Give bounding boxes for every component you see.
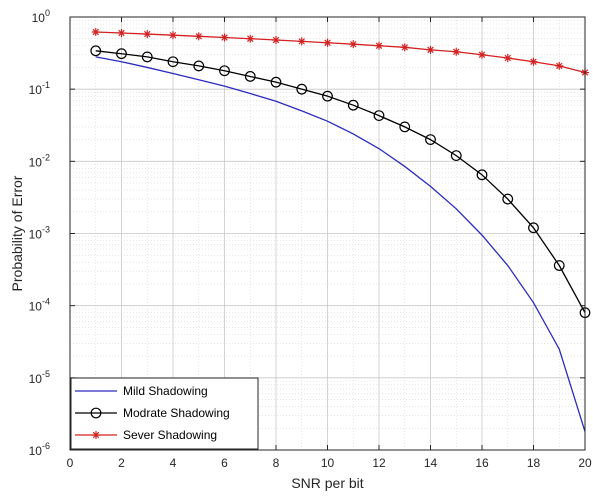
- point-modrate-shadowing: [476, 169, 488, 181]
- x-axis-label: SNR per bit: [291, 475, 363, 491]
- point-modrate-shadowing: [553, 260, 565, 271]
- point-sever-shadowing: [323, 38, 332, 47]
- point-sever-shadowing: [143, 30, 152, 39]
- point-sever-shadowing: [91, 27, 100, 36]
- point-modrate-shadowing: [90, 45, 102, 57]
- legend-label-mild-shadowing: Mild Shadowing: [123, 384, 208, 398]
- point-sever-shadowing: [452, 47, 461, 56]
- x-tick-label: 6: [221, 456, 228, 470]
- point-sever-shadowing: [375, 41, 383, 50]
- x-tick-label: 20: [578, 456, 592, 470]
- point-modrate-shadowing: [219, 65, 230, 77]
- y-tick-label: 10-4: [29, 297, 50, 314]
- axis-ticks: 0 2 4 6 8 10 12 14 16 18 20 10-6 10-5 10-4 10-3 10-2 10-…: [29, 8, 592, 470]
- series-line-sever-shadowing: [95, 31, 586, 74]
- point-sever-shadowing: [220, 33, 229, 42]
- series-layer: [90, 27, 591, 432]
- legend-marker-modrate-shadowing: [90, 407, 102, 419]
- point-sever-shadowing: [555, 61, 564, 70]
- series-line-modrate-shadowing: [95, 50, 586, 313]
- point-modrate-shadowing: [425, 134, 436, 146]
- point-sever-shadowing: [400, 43, 409, 52]
- x-tick-label: 4: [170, 456, 177, 470]
- point-modrate-shadowing: [193, 60, 205, 72]
- series-line-mild-shadowing: [95, 56, 586, 432]
- y-tick-label: 10-5: [29, 369, 50, 386]
- point-modrate-shadowing: [244, 71, 256, 82]
- x-tick-label: 0: [67, 456, 74, 470]
- point-modrate-shadowing: [322, 90, 333, 102]
- point-modrate-shadowing: [296, 83, 308, 95]
- point-sever-shadowing: [503, 54, 512, 63]
- y-tick-label: 10-6: [29, 441, 50, 458]
- point-sever-shadowing: [169, 31, 177, 40]
- x-tick-label: 10: [321, 456, 335, 470]
- point-sever-shadowing: [349, 40, 358, 49]
- point-modrate-shadowing: [270, 76, 282, 88]
- x-tick-label: 16: [475, 456, 489, 470]
- point-modrate-shadowing: [450, 150, 462, 162]
- point-modrate-shadowing: [347, 99, 359, 111]
- legend-label-modrate-shadowing: Modrate Shadowing: [123, 406, 230, 420]
- x-tick-label: 14: [424, 456, 438, 470]
- y-tick-label: 10-1: [29, 80, 50, 97]
- legend-marker-sever-shadowing: [92, 431, 100, 439]
- point-modrate-shadowing: [502, 193, 514, 205]
- legend: Mild Shadowing Modrate Shadowing Sever Sha…: [70, 377, 259, 450]
- point-sever-shadowing: [194, 32, 203, 41]
- point-sever-shadowing: [117, 29, 126, 38]
- point-sever-shadowing: [426, 45, 435, 54]
- point-modrate-shadowing: [373, 110, 385, 122]
- point-sever-shadowing: [478, 50, 486, 59]
- x-tick-label: 8: [273, 456, 280, 470]
- x-tick-label: 2: [118, 456, 125, 470]
- y-axis-label: Probability of Error: [9, 175, 25, 291]
- point-modrate-shadowing: [167, 56, 179, 68]
- point-sever-shadowing: [297, 37, 306, 46]
- x-tick-label: 12: [372, 456, 386, 470]
- y-tick-label: 10-3: [29, 225, 50, 242]
- point-sever-shadowing: [272, 36, 280, 45]
- y-tick-label: 100: [32, 8, 50, 25]
- point-modrate-shadowing: [399, 121, 411, 133]
- point-modrate-shadowing: [141, 51, 153, 63]
- x-tick-label: 18: [527, 456, 541, 470]
- point-modrate-shadowing: [116, 48, 127, 60]
- point-sever-shadowing: [529, 57, 538, 66]
- point-modrate-shadowing: [528, 222, 539, 234]
- legend-label-sever-shadowing: Sever Shadowing: [123, 428, 217, 442]
- point-sever-shadowing: [246, 34, 255, 43]
- y-tick-label: 10-2: [29, 152, 50, 169]
